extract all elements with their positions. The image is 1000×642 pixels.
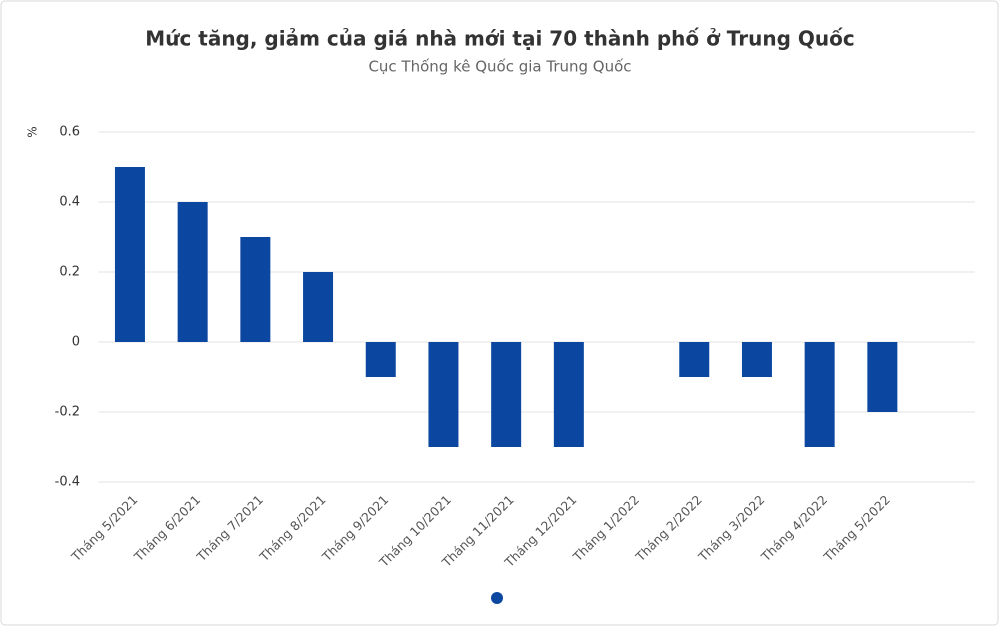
bar [553,342,584,447]
bar [114,167,145,342]
y-tick-label: -0.4 [55,475,80,490]
y-tick-label: 0.6 [59,125,80,140]
y-tick-label: -0.2 [55,405,80,420]
y-tick-label: 0 [72,335,80,350]
bar [741,342,772,377]
y-axis-label: % [26,126,40,137]
chart-subtitle: Cục Thống kê Quốc gia Trung Quốc [368,58,631,76]
pagination-dot[interactable] [491,592,503,604]
bar [303,272,334,342]
bar [177,202,208,342]
chart-frame [0,0,999,626]
chart-title: Mức tăng, giảm của giá nhà mới tại 70 th… [145,27,854,51]
bar [365,342,396,377]
y-tick-label: 0.2 [59,265,80,280]
y-tick-label: 0.4 [59,195,80,210]
bar [804,342,835,447]
bar [491,342,522,447]
bar [867,342,898,412]
bar [679,342,710,377]
bar [428,342,459,447]
bar [240,237,271,342]
